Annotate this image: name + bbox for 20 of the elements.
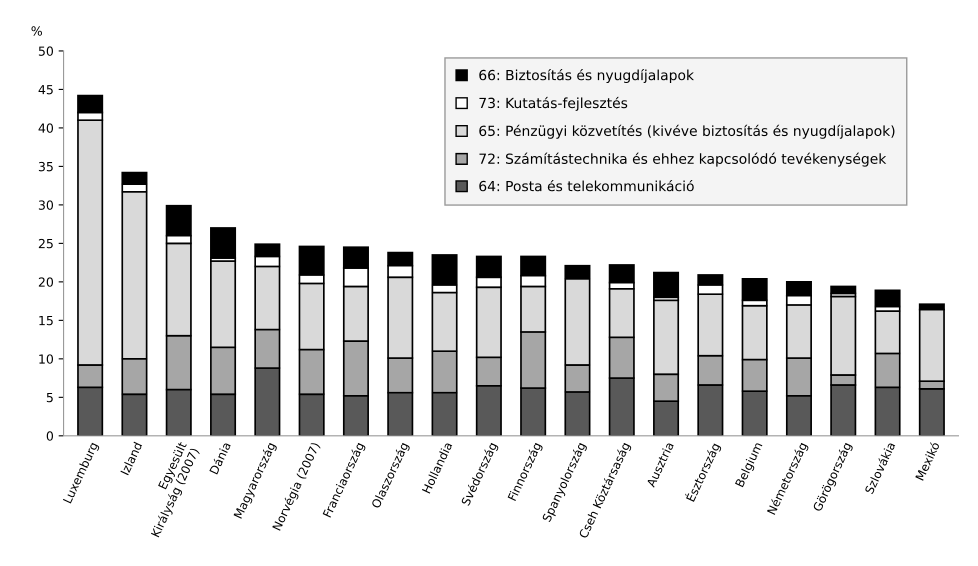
y-tick-label: 10 bbox=[39, 354, 54, 364]
legend-label: 65: Pénzügyi közvetítés (kivéve biztosítás és nyugdíjalapok) bbox=[479, 124, 894, 139]
y-tick-label: 35 bbox=[38, 162, 53, 172]
legend-label: 72: Számítástechnika és ehhez kapcsolódó tevékenységek bbox=[479, 152, 886, 167]
y-tick-label: 40 bbox=[38, 123, 54, 133]
y-tick-label: 45 bbox=[38, 85, 53, 94]
y-tick-label: 20 bbox=[38, 277, 54, 287]
bar bbox=[210, 227, 236, 259]
y-axis-title: % bbox=[31, 26, 42, 36]
y-tick-label: 30 bbox=[38, 200, 54, 210]
legend-label: 66: Biztosítás és nyugdíjalapok bbox=[479, 68, 694, 83]
bar bbox=[653, 272, 680, 298]
bar bbox=[830, 286, 856, 294]
y-tick-label: 50 bbox=[38, 46, 54, 56]
legend-label: 64: Posta és telekommunikáció bbox=[479, 180, 694, 192]
legend-label: 73: Kutatás-fejlesztés bbox=[479, 96, 628, 111]
y-tick-label: 0 bbox=[46, 431, 54, 441]
y-tick-label: 5 bbox=[46, 392, 53, 402]
y-tick-label: 15 bbox=[39, 316, 53, 326]
y-tick-label: 25 bbox=[38, 238, 53, 248]
